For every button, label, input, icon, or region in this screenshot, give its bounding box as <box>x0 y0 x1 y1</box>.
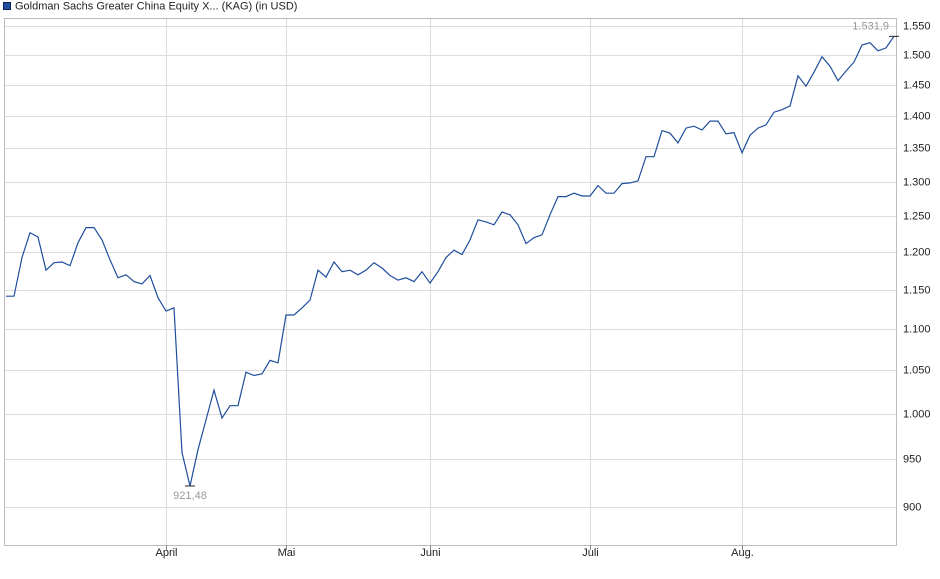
y-tick-label: 1.450 <box>903 79 931 91</box>
y-tick-label: 1.200 <box>903 246 931 258</box>
y-tick-label: 1.100 <box>903 323 931 335</box>
x-tick-label: Aug. <box>731 547 754 559</box>
y-tick-label: 1.350 <box>903 142 931 154</box>
price-line <box>6 35 895 487</box>
x-tick-label: Juni <box>420 547 440 559</box>
y-tick-label: 1.500 <box>903 49 931 61</box>
x-tick-label: April <box>155 547 177 559</box>
y-tick-label: 900 <box>903 501 921 513</box>
y-tick-label: 1.000 <box>903 408 931 420</box>
extreme-label: 921,48 <box>173 490 207 502</box>
y-tick-label: 950 <box>903 453 921 465</box>
y-tick-label: 1.250 <box>903 210 931 222</box>
x-tick-label: Mai <box>278 547 296 559</box>
y-tick-label: 1.150 <box>903 284 931 296</box>
plot-frame <box>4 18 897 546</box>
extreme-label: 1.531,9 <box>852 20 889 32</box>
legend-swatch <box>3 2 11 10</box>
y-tick-label: 1.300 <box>903 176 931 188</box>
legend-label: Goldman Sachs Greater China Equity X... … <box>15 0 297 12</box>
y-tick-label: 1.550 <box>903 20 931 32</box>
y-tick-label: 1.400 <box>903 110 931 122</box>
x-tick-label: Juli <box>582 547 599 559</box>
y-tick-label: 1.050 <box>903 364 931 376</box>
